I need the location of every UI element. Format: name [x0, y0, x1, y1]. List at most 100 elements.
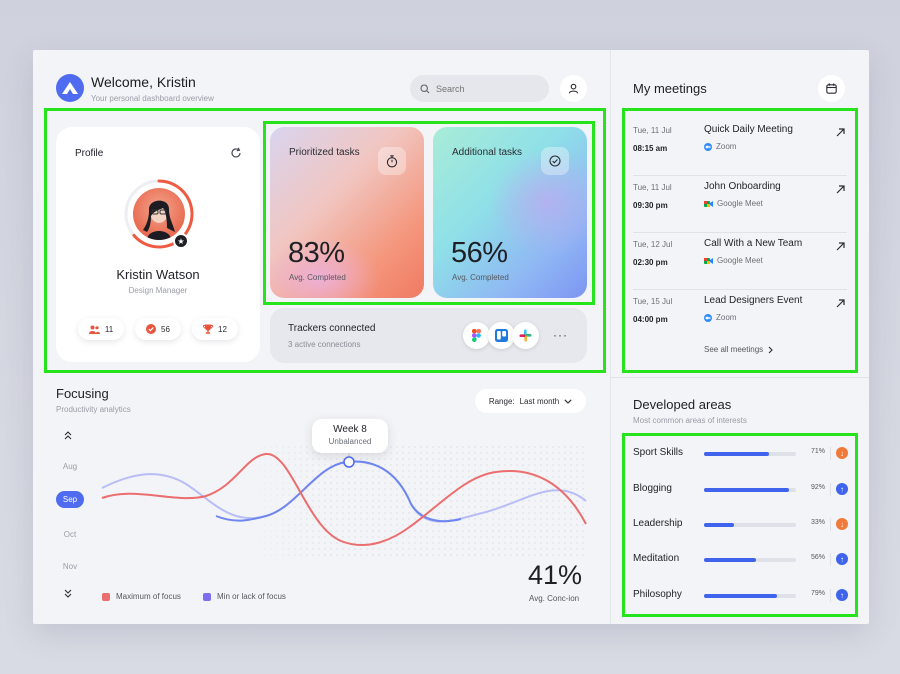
area-separator [830, 518, 831, 531]
area-row[interactable]: Philosophy 79% ↑ [633, 588, 849, 604]
meeting-time: 04:00 pm [633, 315, 668, 324]
task-percentage: 56% [451, 237, 508, 269]
legend-label: Min or lack of focus [217, 592, 286, 601]
meeting-item[interactable]: Tue, 15 Jul 04:00 pm Lead Designers Even… [633, 290, 847, 347]
meeting-time: 02:30 pm [633, 258, 668, 267]
area-name: Blogging [633, 483, 672, 494]
area-name: Leadership [633, 518, 683, 529]
arrow-down-icon[interactable]: ↓ [836, 518, 848, 530]
stat-team-value: 11 [104, 324, 114, 334]
concentration-label: Avg. Conc-ion [529, 594, 580, 603]
avatar-progress-ring: ★ [123, 178, 195, 250]
stat-trophies[interactable]: 12 [192, 318, 238, 340]
max-focus-line [101, 452, 587, 546]
page-title: Welcome, Kristin [91, 74, 196, 90]
area-percentage: 79% [810, 590, 825, 597]
stat-trophies-value: 12 [218, 324, 227, 334]
meeting-date: Tue, 11 Jul [633, 126, 672, 135]
prioritized-tasks-card[interactable]: Prioritized tasks 83% Avg. Completed [270, 127, 424, 298]
area-progress-fill [704, 452, 770, 456]
tooltip-title: Week 8 [333, 424, 367, 435]
arrow-up-icon[interactable]: ↑ [836, 553, 848, 565]
row-divider [633, 289, 847, 290]
month-sep[interactable]: Sep [56, 491, 84, 508]
area-separator [830, 447, 831, 460]
trello-icon[interactable] [488, 322, 515, 349]
scroll-down-icon[interactable] [64, 589, 72, 600]
area-name: Sport Skills [633, 447, 684, 458]
task-label: Avg. Completed [452, 273, 509, 282]
meeting-name: Quick Daily Meeting [704, 124, 793, 135]
meeting-app-name: Google Meet [717, 199, 763, 208]
card-glow [270, 238, 380, 298]
stat-completed[interactable]: 56 [135, 318, 181, 340]
area-progress-fill [704, 488, 789, 492]
meeting-time: 08:15 am [633, 144, 668, 153]
more-options-icon[interactable]: ··· [553, 328, 568, 342]
profile-name: Kristin Watson [116, 267, 200, 282]
area-row[interactable]: Meditation 56% ↑ [633, 552, 849, 568]
meeting-date: Tue, 12 Jul [633, 240, 673, 249]
see-all-label: See all meetings [704, 345, 764, 354]
avatar[interactable] [133, 188, 185, 240]
area-name: Philosophy [633, 589, 682, 600]
meeting-app-name: Google Meet [717, 256, 763, 265]
search-input[interactable] [436, 83, 536, 94]
column-divider [610, 50, 611, 624]
meetings-title: My meetings [633, 81, 707, 96]
star-badge-icon: ★ [173, 233, 189, 249]
refresh-icon[interactable] [230, 146, 242, 164]
user-account-button[interactable] [560, 75, 587, 102]
user-icon [568, 83, 579, 94]
area-percentage: 56% [810, 554, 825, 561]
figma-icon[interactable] [463, 322, 490, 349]
trackers-card[interactable]: Trackers connected 3 active connections … [270, 308, 587, 363]
calendar-button[interactable] [818, 75, 845, 102]
range-dropdown[interactable]: Range: Last month [475, 389, 586, 413]
meeting-time: 09:30 pm [633, 201, 668, 210]
meeting-item[interactable]: Tue, 12 Jul 02:30 pm Call With a New Tea… [633, 233, 847, 290]
scroll-up-icon[interactable] [64, 431, 72, 442]
area-row[interactable]: Blogging 92% ↑ [633, 482, 849, 498]
meeting-item[interactable]: Tue, 11 Jul 08:15 am Quick Daily Meeting… [633, 119, 847, 176]
stopwatch-icon[interactable] [378, 147, 406, 175]
legend-max-focus: Maximum of focus [102, 592, 181, 601]
legend-swatch-red [102, 592, 110, 601]
meeting-name: John Onboarding [704, 181, 781, 192]
area-progress-track [704, 594, 796, 598]
area-progress-track [704, 558, 796, 562]
tooltip-subtitle: Unbalanced [328, 437, 372, 446]
chevron-down-icon [564, 398, 572, 404]
see-all-meetings-link[interactable]: See all meetings [704, 345, 773, 354]
area-progress-track [704, 488, 796, 492]
arrow-up-right-icon[interactable] [836, 295, 845, 313]
check-circle-icon[interactable] [541, 147, 569, 175]
arrow-down-icon[interactable]: ↓ [836, 447, 848, 459]
arrow-up-right-icon[interactable] [836, 238, 845, 256]
month-aug[interactable]: Aug [62, 462, 78, 471]
section-divider [611, 377, 869, 378]
chart-tooltip: Week 8 Unbalanced [312, 419, 388, 453]
task-title: Prioritized tasks [289, 147, 360, 158]
arrow-up-right-icon[interactable] [836, 181, 845, 199]
task-percentage: 83% [288, 237, 345, 269]
week-marker-point[interactable] [343, 456, 355, 468]
profile-title: Profile [75, 148, 104, 159]
arrow-up-icon[interactable]: ↑ [836, 589, 848, 601]
meeting-item[interactable]: Tue, 11 Jul 09:30 pm John Onboarding Goo… [633, 176, 847, 233]
month-nov[interactable]: Nov [62, 562, 78, 571]
arrow-up-right-icon[interactable] [836, 124, 845, 142]
month-oct[interactable]: Oct [63, 530, 77, 539]
search-box[interactable] [410, 75, 549, 102]
developed-areas-title: Developed areas [633, 397, 732, 412]
focus-chart[interactable] [96, 416, 591, 566]
area-row[interactable]: Leadership 33% ↓ [633, 517, 849, 533]
meeting-name: Call With a New Team [704, 238, 803, 249]
area-row[interactable]: Sport Skills 71% ↓ [633, 446, 849, 462]
app-logo-icon[interactable] [56, 74, 84, 102]
arrow-up-icon[interactable]: ↑ [836, 483, 848, 495]
slack-icon[interactable] [512, 322, 539, 349]
additional-tasks-card[interactable]: Additional tasks 56% Avg. Completed [433, 127, 587, 298]
stat-team[interactable]: 11 [78, 318, 124, 340]
area-separator [830, 589, 831, 602]
